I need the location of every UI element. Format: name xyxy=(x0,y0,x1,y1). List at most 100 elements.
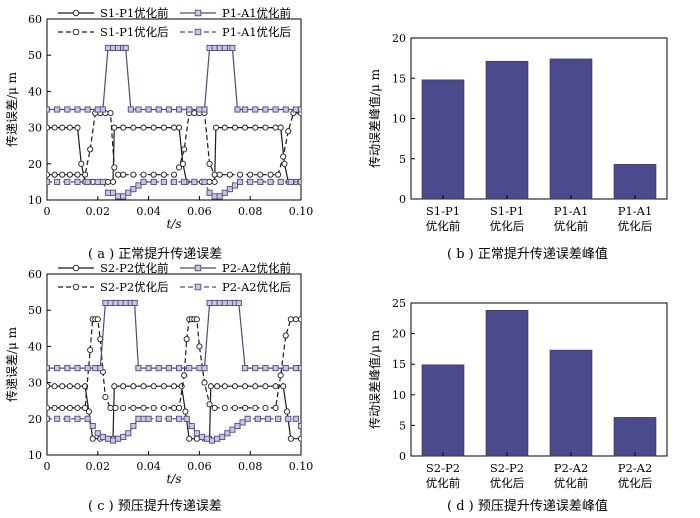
data-point-square xyxy=(54,365,61,372)
data-point-circle xyxy=(176,164,183,171)
data-point-circle xyxy=(140,383,147,390)
data-point-square xyxy=(221,299,228,307)
data-point-square xyxy=(47,415,51,422)
data-point-square xyxy=(74,365,81,372)
category-label-line2: 优化前 xyxy=(426,219,461,233)
y-axis-label: 传动误差峰值/μ m xyxy=(367,68,382,168)
data-point-square xyxy=(186,106,193,113)
data-point-circle xyxy=(242,124,249,131)
data-point-circle xyxy=(178,383,185,390)
data-point-square xyxy=(264,415,272,422)
data-point-square xyxy=(145,365,152,372)
data-point-square xyxy=(109,189,117,196)
data-point-square xyxy=(64,106,71,113)
data-point-square xyxy=(297,422,301,430)
bar xyxy=(421,79,465,200)
x-tick-label: 0.10 xyxy=(289,205,314,218)
data-point-square xyxy=(92,365,99,372)
data-point-circle xyxy=(120,171,127,178)
data-point-circle xyxy=(47,124,51,131)
data-point-square xyxy=(196,365,203,372)
legend-marker xyxy=(194,283,202,291)
x-tick-label: 0.06 xyxy=(187,205,212,218)
data-point-circle xyxy=(89,435,96,442)
data-point-circle xyxy=(281,160,288,167)
legend-label: S1-P1优化后 xyxy=(100,25,169,39)
data-point-circle xyxy=(176,404,183,411)
data-point-square xyxy=(287,178,294,185)
data-point-circle xyxy=(242,383,249,390)
data-point-circle xyxy=(285,128,292,135)
category-label-line1: P2-A2 xyxy=(554,461,589,475)
category-label-line1: P1-A1 xyxy=(554,204,589,218)
y-tick-label: 0 xyxy=(399,193,406,206)
legend-marker xyxy=(194,28,202,36)
legend-marker xyxy=(194,264,202,272)
data-point-square xyxy=(99,178,106,185)
data-point-square xyxy=(112,299,119,307)
data-point-square xyxy=(292,106,299,113)
data-point-square xyxy=(74,178,81,185)
data-point-square xyxy=(201,106,208,113)
data-point-square xyxy=(221,189,228,196)
data-point-circle xyxy=(51,171,58,178)
data-point-circle xyxy=(59,404,66,411)
data-point-circle xyxy=(262,404,269,411)
category-label-line2: 优化后 xyxy=(490,219,525,233)
data-point-circle xyxy=(292,316,299,323)
data-point-square xyxy=(165,106,172,113)
legend-a: S1-P1优化前 P1-A1优化前 S1-P1优化后 P1-A1优化后 xyxy=(58,6,291,39)
y-tick-label: 10 xyxy=(28,194,42,207)
series-line xyxy=(47,302,301,369)
x-tick-label: 0.08 xyxy=(238,205,263,218)
legend-label: P1-A1优化前 xyxy=(222,6,291,20)
y-tick-label: 20 xyxy=(28,413,42,426)
data-point-circle xyxy=(74,171,81,178)
data-point-square xyxy=(104,189,112,196)
data-point-square xyxy=(84,415,91,422)
legend-c: S2-P2优化前 P2-A2优化前 S2-P2优化后 P2-A2优化后 xyxy=(58,261,291,294)
data-point-square xyxy=(130,422,137,430)
data-point-square xyxy=(84,106,91,113)
data-point-square xyxy=(236,178,244,185)
data-point-square xyxy=(127,106,134,113)
data-point-circle xyxy=(170,404,178,411)
data-point-square xyxy=(216,44,223,52)
data-point-square xyxy=(257,178,264,185)
data-point-circle xyxy=(109,178,117,185)
data-point-square xyxy=(219,433,226,440)
data-point-square xyxy=(277,178,284,185)
series-line xyxy=(47,318,301,409)
data-point-square xyxy=(54,178,61,185)
data-point-circle xyxy=(231,404,239,411)
data-point-square xyxy=(155,365,162,372)
data-point-square xyxy=(99,433,106,440)
data-point-square xyxy=(94,430,101,437)
data-point-square xyxy=(104,435,112,442)
category-label-line1: S1-P1 xyxy=(490,204,524,218)
y-axis-label: 传递误差/μ m xyxy=(4,71,19,147)
data-point-square xyxy=(254,415,261,422)
data-point-square xyxy=(117,299,124,307)
data-point-square xyxy=(292,415,299,422)
series-a-1 xyxy=(47,110,301,178)
data-point-circle xyxy=(150,171,157,178)
data-point-circle xyxy=(206,160,213,167)
data-point-circle xyxy=(51,383,58,390)
series-line xyxy=(47,385,301,440)
series-c-1 xyxy=(47,316,301,411)
data-point-square xyxy=(74,106,81,113)
data-point-square xyxy=(145,106,152,113)
data-point-circle xyxy=(183,336,190,343)
data-point-square xyxy=(214,435,221,442)
data-point-square xyxy=(234,422,241,430)
data-point-circle xyxy=(193,435,200,442)
data-point-circle xyxy=(297,316,301,323)
data-point-circle xyxy=(221,404,228,411)
data-point-square xyxy=(89,422,96,430)
x-tick-label: 0.04 xyxy=(136,460,161,473)
data-point-square xyxy=(262,106,269,113)
data-point-circle xyxy=(150,124,157,131)
data-point-square xyxy=(145,415,152,422)
data-point-square xyxy=(64,415,71,422)
